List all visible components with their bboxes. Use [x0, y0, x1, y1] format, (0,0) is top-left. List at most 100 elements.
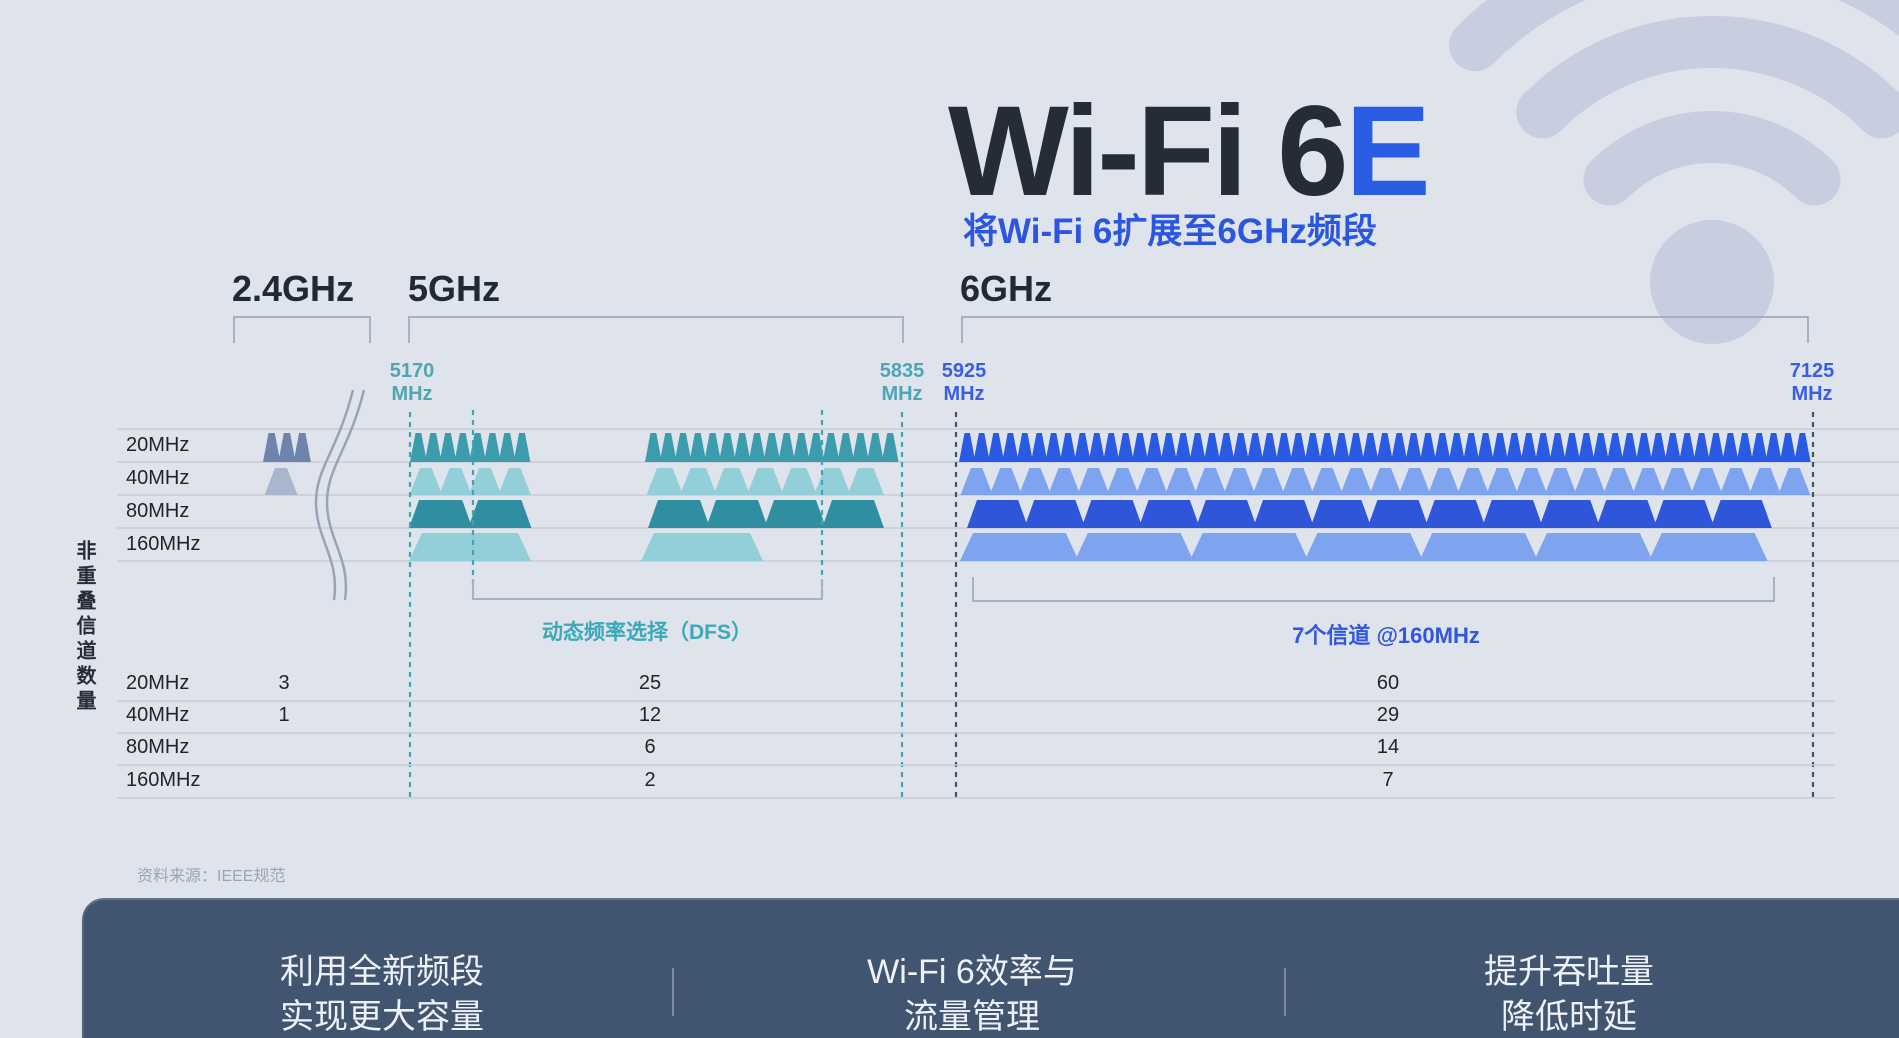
channel-6GHz-20MHz [1448, 433, 1465, 462]
chart-row-label-80mhz: 80MHz [126, 500, 190, 522]
channel-6GHz-20MHz [1218, 433, 1235, 462]
channel-6GHz-20MHz [1405, 433, 1422, 462]
band-label-2-4ghz: 2.4GHz [232, 268, 355, 309]
channel-5GHz-20MHz [837, 433, 855, 462]
freq-value: 7125 [1789, 360, 1835, 382]
channel-6GHz-40MHz [1077, 468, 1110, 495]
channel-6GHz-40MHz [1398, 468, 1431, 495]
freq-marker-5170: 5170 MHz [390, 360, 435, 406]
channel-5GHz-20MHz [763, 433, 781, 462]
channel-5GHz-160MHz [641, 533, 763, 561]
channel-6GHz-20MHz [1203, 433, 1221, 462]
channel-6GHz-40MHz [1369, 468, 1402, 495]
table-row-label-40mhz: 40MHz [126, 704, 190, 726]
channel-6GHz-20MHz [1491, 433, 1509, 462]
channel-6GHz-20MHz [1549, 433, 1566, 462]
wifi-icon-dot [1650, 220, 1774, 344]
footer-banner: 利用全新频段 实现更大容量 Wi-Fi 6效率与 流量管理 提升吞吐量 降低时延 [82, 898, 1899, 1038]
table-value-5ghz-20mhz: 25 [638, 672, 662, 694]
channel-6GHz-20MHz [1621, 433, 1638, 462]
channel-6GHz-20MHz [1016, 433, 1033, 462]
channel-6GHz-40MHz [1515, 468, 1548, 495]
channel-5GHz-40MHz [439, 468, 472, 495]
channel-6GHz-40MHz [1223, 468, 1256, 495]
channel-6GHz-20MHz [1333, 433, 1350, 462]
channel-6GHz-20MHz [1261, 433, 1278, 462]
banner-line: 提升吞吐量 [1484, 953, 1654, 991]
channel-6GHz-20MHz [1362, 433, 1379, 462]
channel-5GHz-160MHz [409, 533, 531, 561]
channel-6GHz-40MHz [1427, 468, 1460, 495]
channel-5GHz-40MHz [847, 468, 884, 495]
channel-6GHz-80MHz [1653, 500, 1715, 528]
channel-5GHz-40MHz [409, 468, 443, 495]
channel-6GHz-40MHz [1310, 468, 1344, 495]
channel-6GHz-40MHz [1602, 468, 1636, 495]
channel-6GHz-20MHz [1419, 433, 1437, 462]
channel-6GHz-20MHz [1319, 433, 1336, 462]
wifi-icon-arc [1583, 111, 1841, 206]
channel-5GHz-20MHz [469, 433, 486, 462]
channel-5GHz-40MHz [468, 468, 502, 495]
range-bracket [472, 579, 823, 600]
channel-6GHz-40MHz [1748, 468, 1782, 495]
title-main: Wi-Fi 6 [948, 80, 1348, 223]
channel-6GHz-20MHz [1434, 433, 1451, 462]
band-label-5ghz: 5GHz [408, 268, 501, 309]
channel-6GHz-20MHz [1376, 433, 1393, 462]
channel-6GHz-40MHz [1135, 468, 1168, 495]
banner-line: 实现更大容量 [280, 998, 484, 1036]
chart-row-label-20mhz: 20MHz [126, 434, 190, 456]
channel-6GHz-20MHz [1304, 433, 1321, 462]
channel-6GHz-80MHz [967, 500, 1029, 528]
band-bracket [233, 316, 371, 343]
channel-5GHz-20MHz [778, 433, 795, 462]
channel-6GHz-40MHz [1486, 468, 1519, 495]
channel-6GHz-80MHz [1081, 500, 1143, 528]
channel-6GHz-20MHz [1520, 433, 1537, 462]
channel-6GHz-80MHz [1539, 500, 1601, 528]
channel-6GHz-160MHz [1419, 533, 1538, 561]
channel-6GHz-40MHz [989, 468, 1022, 495]
page-subtitle: 将Wi-Fi 6扩展至6GHz频段 [963, 212, 1377, 251]
channel-6GHz-20MHz [1002, 433, 1019, 462]
channel-6GHz-20MHz [1722, 433, 1739, 462]
channel-5GHz-20MHz [807, 433, 825, 462]
freq-marker-7125: 7125 MHz [1790, 360, 1835, 406]
channel-5GHz-20MHz [439, 433, 457, 462]
page-title: Wi-Fi 6E [948, 88, 1431, 216]
channel-6GHz-20MHz [1794, 433, 1811, 462]
channel-5GHz-40MHz [498, 468, 531, 495]
banner-column-efficiency: Wi-Fi 6效率与 流量管理 [867, 950, 1077, 1038]
freq-unit: MHz [881, 383, 923, 405]
chart-row-label-40mhz: 40MHz [126, 467, 190, 489]
channel-6GHz-80MHz [1424, 500, 1486, 528]
channel-6GHz-20MHz [1765, 433, 1782, 462]
channel-5GHz-80MHz [764, 500, 826, 528]
channel-6GHz-20MHz [1290, 433, 1307, 462]
range-bracket [972, 577, 1775, 602]
channel-6GHz-40MHz [1661, 468, 1694, 495]
channel-5GHz-20MHz [659, 433, 677, 462]
channel-6GHz-20MHz [1131, 433, 1149, 462]
channel-6GHz-20MHz [1146, 433, 1163, 462]
channel-6GHz-40MHz [1252, 468, 1285, 495]
channel-6GHz-160MHz [1074, 533, 1194, 561]
channel-5GHz-80MHz [822, 500, 884, 528]
channel-6GHz-20MHz [1650, 433, 1667, 462]
channel-6GHz-20MHz [1275, 433, 1293, 462]
channel-5GHz-20MHz [822, 433, 840, 462]
channel-6GHz-80MHz [1710, 500, 1772, 528]
channel-6GHz-40MHz [1106, 468, 1139, 495]
title-accent: E [1345, 80, 1430, 223]
table-row-label-20mhz: 20MHz [126, 672, 190, 694]
channel-5GHz-20MHz [424, 433, 442, 462]
channel-5GHz-80MHz [706, 500, 768, 528]
channel-6GHz-160MHz [1534, 533, 1653, 561]
channel-6GHz-80MHz [1024, 500, 1086, 528]
channel-6GHz-40MHz [1573, 468, 1606, 495]
table-value-2-4ghz-40mhz: 1 [278, 704, 290, 726]
channel-6GHz-20MHz [1059, 433, 1077, 462]
axis-break-squiggle [325, 389, 366, 601]
